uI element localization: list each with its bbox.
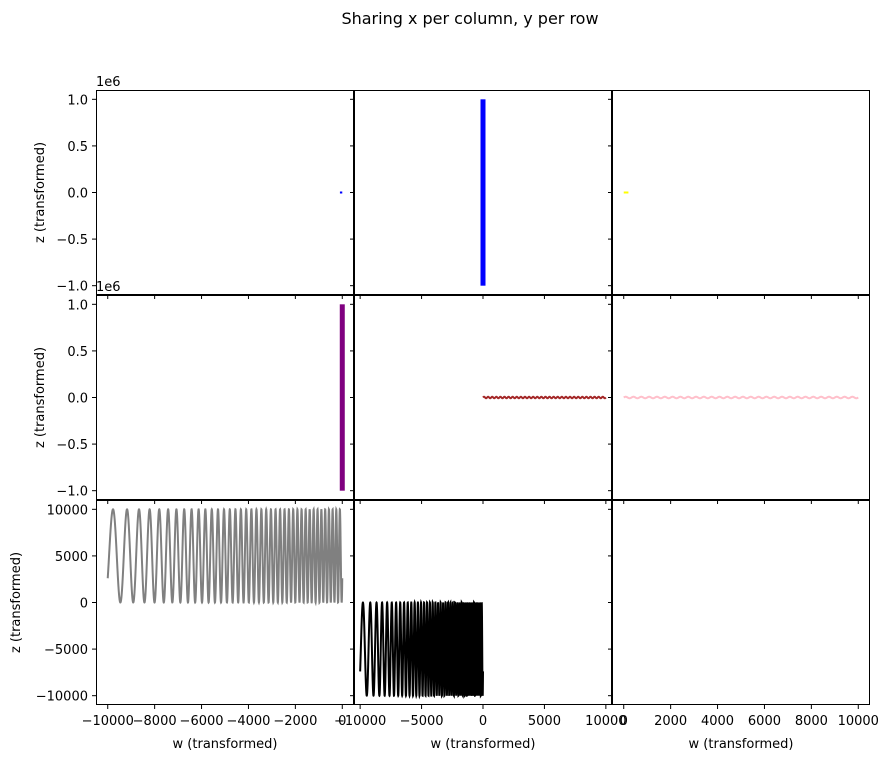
x-axis-label-0: w (transformed) — [173, 737, 278, 752]
y-tick-label-2-0: −10000 — [36, 690, 88, 705]
series-band-1-0 — [339, 304, 345, 491]
y-tick-label-1-0: −1.0 — [56, 485, 88, 500]
panels-group: −1.0 −0.5 0.0 0.5 1.0 1e6 z (transformed) −1.0 −… — [9, 75, 879, 752]
panel-frame-1-2 — [612, 295, 870, 500]
x-tick-label-0-4: −2000 — [273, 714, 317, 729]
panel-frame-1-0 — [96, 295, 354, 500]
y-tick-label-0-2: 0.0 — [67, 187, 88, 202]
series-band-0-1 — [480, 99, 486, 286]
x-tick-label-0-1: −8000 — [133, 714, 177, 729]
y-tick-label-1-4: 1.0 — [67, 298, 88, 313]
panel-1-1-series — [482, 395, 607, 400]
panel-1-0-series — [339, 304, 345, 491]
series-line-1-1 — [482, 395, 607, 400]
y-tick-label-0-3: 0.5 — [67, 140, 88, 155]
y-offset-label-0: 1e6 — [96, 75, 121, 90]
y-tick-label-1-2: 0.0 — [67, 392, 88, 407]
x-tick-label-1-3: 5000 — [528, 714, 561, 729]
panel-0-1-series — [480, 99, 486, 286]
x-tick-label-0-0: −10000 — [82, 714, 134, 729]
x-tick-label-0-5: 0 — [338, 714, 346, 729]
x-tick-label-0-2: −6000 — [180, 714, 224, 729]
y-tick-label-2-1: −5000 — [44, 643, 88, 658]
series-line-2-1 — [359, 598, 484, 700]
x-tick-label-2-3: 6000 — [748, 714, 781, 729]
panel-frame-2-2 — [612, 500, 870, 705]
y-tick-label-2-3: 5000 — [55, 550, 88, 565]
y-tick-label-0-4: 1.0 — [67, 93, 88, 108]
x-tick-label-2-0: 0 — [620, 714, 628, 729]
x-tick-label-2-4: 8000 — [795, 714, 828, 729]
y-tick-label-2-2: 0 — [80, 597, 88, 612]
y-axis-label-2: z (transformed) — [9, 552, 24, 653]
panel-frame-0-2 — [612, 90, 870, 295]
x-tick-label-1-0: −10000 — [334, 714, 386, 729]
x-tick-label-1-2: 0 — [479, 714, 487, 729]
x-tick-label-2-5: 10000 — [838, 714, 879, 729]
chart-title: Sharing x per column, y per row — [341, 9, 598, 28]
y-tick-label-0-1: −0.5 — [56, 233, 88, 248]
x-tick-label-0-3: −4000 — [226, 714, 270, 729]
y-axis-label-0: z (transformed) — [33, 142, 48, 243]
y-tick-label-0-0: −1.0 — [56, 280, 88, 295]
y-offset-label-1: 1e6 — [96, 280, 121, 295]
y-tick-label-1-1: −0.5 — [56, 438, 88, 453]
panel-1-2-series — [623, 395, 859, 400]
x-tick-label-1-4: 10000 — [585, 714, 626, 729]
y-axis-label-1: z (transformed) — [33, 347, 48, 448]
panel-2-1-series — [359, 598, 484, 700]
panel-frame-0-0 — [96, 90, 354, 295]
x-tick-label-2-2: 4000 — [701, 714, 734, 729]
panel-2-0-series — [106, 505, 344, 607]
x-axis-label-1: w (transformed) — [431, 737, 536, 752]
x-tick-label-1-1: −5000 — [400, 714, 444, 729]
series-line-2-0 — [106, 505, 344, 607]
y-tick-label-2-4: 10000 — [47, 503, 88, 518]
x-tick-label-2-1: 2000 — [654, 714, 687, 729]
x-axis-label-2: w (transformed) — [689, 737, 794, 752]
y-tick-label-1-3: 0.5 — [67, 345, 88, 360]
series-line-1-2 — [623, 395, 859, 400]
